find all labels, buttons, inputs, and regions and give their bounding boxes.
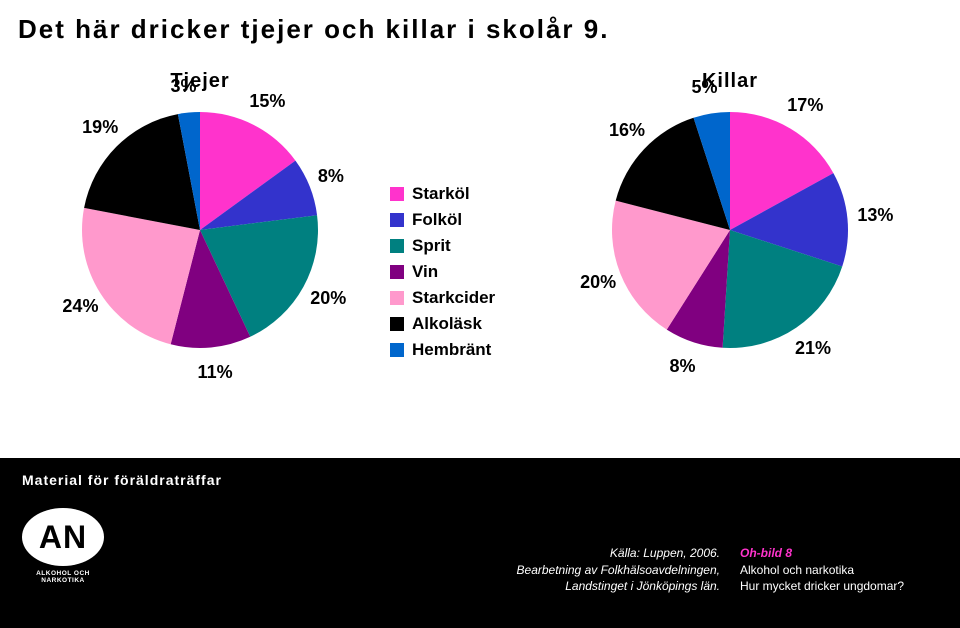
legend-swatch: [390, 317, 404, 331]
slice-label: 24%: [62, 296, 98, 317]
slice-label: 5%: [691, 77, 717, 98]
slice-label: 20%: [310, 288, 346, 309]
legend-row: Hembränt: [390, 340, 550, 360]
pie-svg: [610, 110, 850, 350]
legend-row: Starköl: [390, 184, 550, 204]
footer-source-line3: Landstinget i Jönköpings län.: [440, 578, 720, 594]
an-logo-text: AN: [39, 521, 87, 553]
an-logo: AN ALKOHOL OCH NARKOTIKA: [22, 508, 104, 584]
slice-label: 13%: [857, 205, 893, 226]
legend: Starköl Folköl Sprit Vin Starkcider Alkoläsk H…: [390, 184, 550, 366]
legend-label: Folköl: [412, 210, 462, 230]
legend-label: Vin: [412, 262, 438, 282]
legend-label: Hembränt: [412, 340, 491, 360]
footer-ohbild-line2: Alkohol och narkotika: [740, 562, 930, 578]
pie-svg: [80, 110, 320, 350]
legend-label: Starkcider: [412, 288, 495, 308]
legend-swatch: [390, 291, 404, 305]
footer-source-line2: Bearbetning av Folkhälsoavdelningen,: [440, 562, 720, 578]
an-logo-oval: AN: [22, 508, 104, 566]
legend-label: Sprit: [412, 236, 451, 256]
page-title: Det här dricker tjejer och killar i skol…: [18, 14, 609, 45]
legend-label: Alkoläsk: [412, 314, 482, 334]
slice-label: 15%: [249, 91, 285, 112]
footer-band: Material för föräldraträffar AN ALKOHOL …: [0, 458, 960, 628]
footer-ohbild-line3: Hur mycket dricker ungdomar?: [740, 578, 930, 594]
slice-label: 16%: [609, 120, 645, 141]
legend-label: Starköl: [412, 184, 470, 204]
footer-ohbild: Oh-bild 8 Alkohol och narkotika Hur myck…: [740, 545, 930, 594]
an-logo-subtext: ALKOHOL OCH NARKOTIKA: [22, 570, 104, 584]
legend-swatch: [390, 187, 404, 201]
slice-label: 21%: [795, 338, 831, 359]
footer-source-line1: Källa: Luppen, 2006.: [440, 545, 720, 561]
footer-heading: Material för föräldraträffar: [22, 472, 222, 488]
legend-swatch: [390, 265, 404, 279]
legend-row: Alkoläsk: [390, 314, 550, 334]
legend-row: Sprit: [390, 236, 550, 256]
legend-row: Vin: [390, 262, 550, 282]
pie-tjejer: 15%8%20%11%24%19%3%: [80, 110, 320, 350]
footer-ohbild-line1: Oh-bild 8: [740, 545, 930, 561]
chart-tjejer: Tjejer 15%8%20%11%24%19%3%: [40, 70, 360, 390]
pie-killar: 17%13%21%8%20%16%5%: [610, 110, 850, 350]
page: Det här dricker tjejer och killar i skol…: [0, 0, 960, 628]
slice-label: 3%: [170, 76, 196, 97]
legend-row: Folköl: [390, 210, 550, 230]
slice-label: 8%: [670, 356, 696, 377]
legend-swatch: [390, 239, 404, 253]
chart-killar-title: Killar: [570, 70, 890, 93]
slice-label: 19%: [82, 117, 118, 138]
legend-row: Starkcider: [390, 288, 550, 308]
slice-label: 11%: [198, 362, 233, 383]
legend-swatch: [390, 213, 404, 227]
legend-swatch: [390, 343, 404, 357]
chart-area: Tjejer 15%8%20%11%24%19%3% StarkölFolköl…: [0, 70, 960, 430]
footer-source: Källa: Luppen, 2006. Bearbetning av Folk…: [440, 545, 720, 594]
chart-killar: Killar 17%13%21%8%20%16%5%: [570, 70, 890, 390]
slice-label: 8%: [318, 166, 344, 187]
chart-tjejer-title: Tjejer: [40, 70, 360, 93]
slice-label: 17%: [787, 95, 823, 116]
slice-label: 20%: [580, 272, 616, 293]
